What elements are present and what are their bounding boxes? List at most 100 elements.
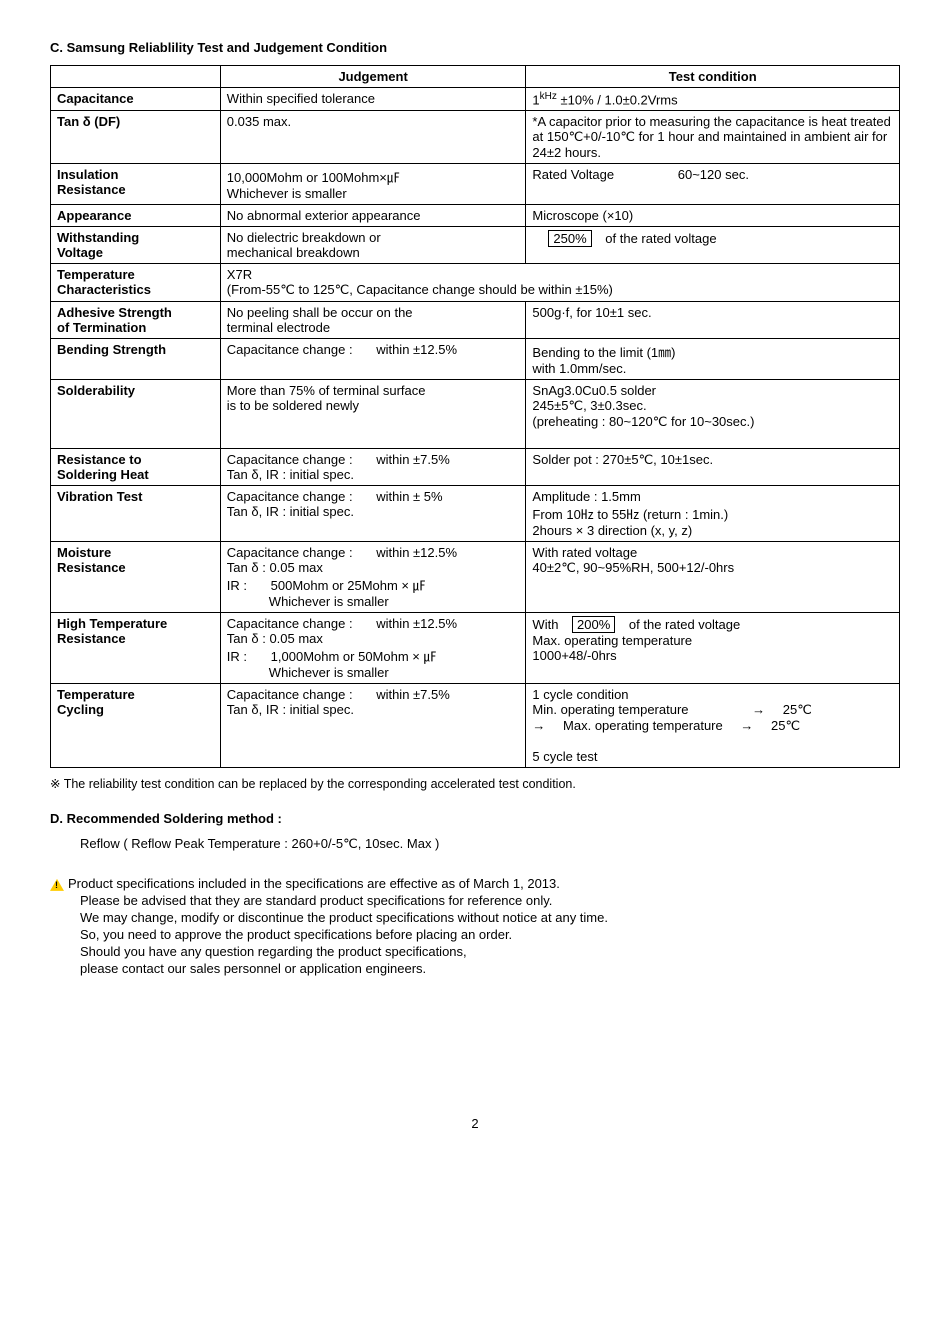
judge-text: 500Mohm or 25Mohm × ㎌ [271, 578, 426, 593]
judge-text: IR : [227, 649, 247, 664]
param-label: Insulation Resistance [51, 164, 221, 205]
judge-line: 10,000Mohm or 100Mohm×㎌ [227, 167, 520, 186]
judge-text: Capacitance change : [227, 616, 353, 631]
label-line: Cycling [57, 702, 214, 717]
label-line: Resistance to [57, 452, 214, 467]
judge-line: Tan δ, IR : initial spec. [227, 702, 520, 717]
row-withstanding: Withstanding Voltage No dielectric break… [51, 227, 900, 264]
warning-block: Product specifications included in the s… [50, 876, 900, 976]
label-line: Insulation [57, 167, 214, 182]
param-label: Tan δ (DF) [51, 111, 221, 164]
judgement-cell: Capacitance change : within ±12.5% [220, 339, 526, 380]
judge-line: Tan δ, IR : initial spec. [227, 504, 520, 519]
judge-line: Whichever is smaller [269, 594, 520, 609]
row-temp-cycling: Temperature Cycling Capacitance change :… [51, 684, 900, 768]
judge-text: within ±7.5% [376, 687, 450, 702]
param-label: Temperature Cycling [51, 684, 221, 768]
row-insulation: Insulation Resistance 10,000Mohm or 100M… [51, 164, 900, 205]
condition-cell: With rated voltage 40±2℃, 90~95%RH, 500+… [526, 542, 900, 613]
judge-text: Capacitance change : [227, 489, 353, 504]
judgement-cell: 10,000Mohm or 100Mohm×㎌ Whichever is sma… [220, 164, 526, 205]
label-line: Voltage [57, 245, 214, 260]
judge-line: No peeling shall be occur on the [227, 305, 520, 320]
cond-text: With [532, 617, 558, 632]
cond-line: 1 cycle condition [532, 687, 893, 702]
row-adhesive: Adhesive Strength of Termination No peel… [51, 302, 900, 339]
section-c-title: C. Samsung Reliablility Test and Judgeme… [50, 40, 900, 55]
judgement-cell: Capacitance change : within ± 5% Tan δ, … [220, 486, 526, 542]
judge-text: within ± 5% [376, 489, 442, 504]
header-param [51, 66, 221, 88]
row-capacitance: Capacitance Within specified tolerance 1… [51, 88, 900, 111]
warning-line: Product specifications included in the s… [68, 876, 560, 891]
judgement-cell: Within specified tolerance [220, 88, 526, 111]
section-d-title: D. Recommended Soldering method : [50, 811, 900, 826]
judge-line: terminal electrode [227, 320, 520, 335]
row-solderability: Solderability More than 75% of terminal … [51, 380, 900, 449]
row-appearance: Appearance No abnormal exterior appearan… [51, 205, 900, 227]
condition-cell: 500g·f, for 10±1 sec. [526, 302, 900, 339]
warning-line: please contact our sales personnel or ap… [80, 961, 900, 976]
row-high-temp: High Temperature Resistance Capacitance … [51, 613, 900, 684]
param-label: Capacitance [51, 88, 221, 111]
judgement-cell: More than 75% of terminal surface is to … [220, 380, 526, 449]
label-line: Resistance [57, 560, 214, 575]
judge-line: Whichever is smaller [227, 186, 520, 201]
cond-line: 40±2℃, 90~95%RH, 500+12/-0hrs [532, 560, 893, 576]
label-line: Soldering Heat [57, 467, 214, 482]
cond-text: Min. operating temperature [532, 702, 688, 717]
warning-line: So, you need to approve the product spec… [80, 927, 900, 942]
judgement-cell: 0.035 max. [220, 111, 526, 164]
label-line: High Temperature [57, 616, 214, 631]
condition-cell: 1kHz ±10% / 1.0±0.2Vrms [526, 88, 900, 111]
warning-line: Please be advised that they are standard… [80, 893, 900, 908]
param-label: Adhesive Strength of Termination [51, 302, 221, 339]
judgement-cell: No dielectric breakdown or mechanical br… [220, 227, 526, 264]
label-line: of Termination [57, 320, 214, 335]
cond-text: ±10% / 1.0±0.2Vrms [557, 92, 678, 107]
cond-line: 245±5℃, 3±0.3sec. [532, 398, 893, 414]
judge-line: Tan δ : 0.05 max [227, 560, 520, 575]
cond-line: Bending to the limit (1㎜) [532, 342, 893, 361]
judgement-cell: X7R (From-55℃ to 125℃, Capacitance chang… [220, 264, 899, 302]
label-line: Resistance [57, 182, 214, 197]
condition-cell: Amplitude : 1.5mm From 10㎐ to 55㎐ (retur… [526, 486, 900, 542]
condition-cell: 250% of the rated voltage [526, 227, 900, 264]
judge-text: within ±12.5% [376, 342, 457, 357]
arrow-icon: → [740, 718, 753, 733]
judge-line: is to be soldered newly [227, 398, 520, 413]
cond-text: Rated Voltage [532, 167, 614, 182]
header-test-condition: Test condition [526, 66, 900, 88]
judge-text: Capacitance change : [227, 452, 353, 467]
cond-text: 60~120 sec. [678, 167, 749, 182]
label-line: Adhesive Strength [57, 305, 214, 320]
cond-text: 1 [532, 92, 539, 107]
condition-cell: 1 cycle condition Min. operating tempera… [526, 684, 900, 768]
cond-text: 25℃ [771, 718, 800, 733]
judge-text: within ±7.5% [376, 452, 450, 467]
cond-line: 2hours × 3 direction (x, y, z) [532, 523, 893, 538]
param-label: High Temperature Resistance [51, 613, 221, 684]
percent-box: 250% [548, 230, 591, 247]
cond-line: With rated voltage [532, 545, 893, 560]
reliability-table: Judgement Test condition Capacitance Wit… [50, 65, 900, 768]
judgement-cell: Capacitance change : within ±12.5% Tan δ… [220, 542, 526, 613]
condition-cell: Solder pot : 270±5℃, 10±1sec. [526, 449, 900, 486]
section-d-text: Reflow ( Reflow Peak Temperature : 260+0… [80, 836, 900, 852]
judge-text: Capacitance change : [227, 687, 353, 702]
judge-text: Capacitance change : [227, 342, 353, 357]
judge-text: Capacitance change : [227, 545, 353, 560]
judge-line: mechanical breakdown [227, 245, 520, 260]
judge-line: Tan δ : 0.05 max [227, 631, 520, 646]
header-judgement: Judgement [220, 66, 526, 88]
cond-sup: kHz [540, 91, 557, 102]
row-moisture: Moisture Resistance Capacitance change :… [51, 542, 900, 613]
param-label: Resistance to Soldering Heat [51, 449, 221, 486]
label-line: Temperature [57, 687, 214, 702]
judgement-cell: Capacitance change : within ±7.5% Tan δ,… [220, 684, 526, 768]
label-line: Resistance [57, 631, 214, 646]
cond-line: 1000+48/-0hrs [532, 648, 893, 663]
cond-text: Max. operating temperature [563, 718, 723, 733]
judgement-cell: No abnormal exterior appearance [220, 205, 526, 227]
judge-text: 1,000Mohm or 50Mohm × ㎌ [271, 649, 437, 664]
